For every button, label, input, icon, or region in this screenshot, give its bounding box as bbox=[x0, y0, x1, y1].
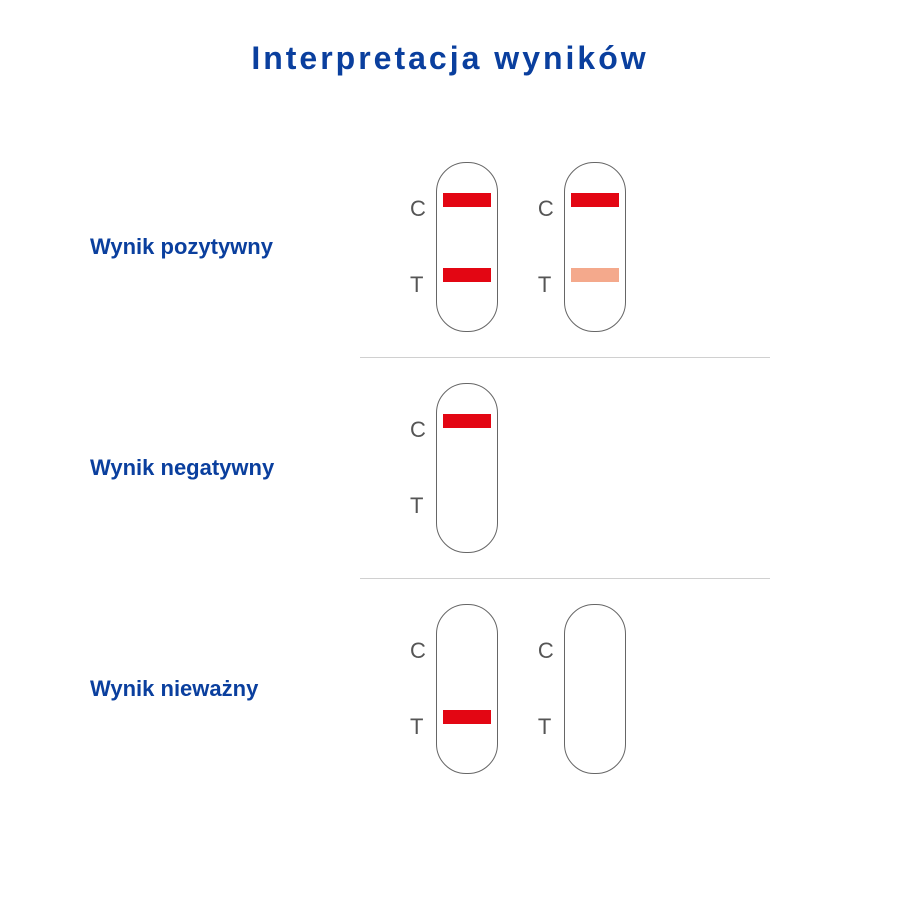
strip-group: CT bbox=[410, 162, 498, 332]
marker-labels: CT bbox=[538, 638, 554, 740]
result-row: Wynik pozytywnyCTCT bbox=[60, 137, 840, 357]
marker-labels: CT bbox=[410, 417, 426, 519]
test-strip bbox=[436, 604, 498, 774]
test-strip bbox=[564, 162, 626, 332]
result-label: Wynik nieważny bbox=[60, 676, 380, 702]
page-title: Interpretacja wyników bbox=[60, 40, 840, 77]
marker-labels: CT bbox=[410, 638, 426, 740]
band-c bbox=[443, 414, 491, 428]
marker-t: T bbox=[538, 272, 554, 298]
test-strip bbox=[436, 162, 498, 332]
marker-t: T bbox=[410, 714, 426, 740]
band-c bbox=[571, 193, 619, 207]
marker-t: T bbox=[410, 493, 426, 519]
strips-group: CTCT bbox=[380, 162, 840, 332]
marker-c: C bbox=[538, 638, 554, 664]
marker-c: C bbox=[410, 638, 426, 664]
strip-group: CT bbox=[410, 604, 498, 774]
test-strip bbox=[564, 604, 626, 774]
test-strip bbox=[436, 383, 498, 553]
band-t bbox=[443, 268, 491, 282]
marker-t: T bbox=[410, 272, 426, 298]
marker-c: C bbox=[410, 196, 426, 222]
marker-labels: CT bbox=[538, 196, 554, 298]
results-container: Wynik pozytywnyCTCTWynik negatywnyCTWyni… bbox=[60, 137, 840, 799]
result-label: Wynik negatywny bbox=[60, 455, 380, 481]
marker-c: C bbox=[538, 196, 554, 222]
band-c bbox=[443, 193, 491, 207]
band-t bbox=[443, 710, 491, 724]
strip-group: CT bbox=[538, 604, 626, 774]
marker-t: T bbox=[538, 714, 554, 740]
strips-group: CTCT bbox=[380, 604, 840, 774]
strip-group: CT bbox=[538, 162, 626, 332]
result-row: Wynik negatywnyCT bbox=[60, 358, 840, 578]
band-t bbox=[571, 268, 619, 282]
marker-c: C bbox=[410, 417, 426, 443]
marker-labels: CT bbox=[410, 196, 426, 298]
strips-group: CT bbox=[380, 383, 840, 553]
strip-group: CT bbox=[410, 383, 498, 553]
result-label: Wynik pozytywny bbox=[60, 234, 380, 260]
result-row: Wynik nieważnyCTCT bbox=[60, 579, 840, 799]
